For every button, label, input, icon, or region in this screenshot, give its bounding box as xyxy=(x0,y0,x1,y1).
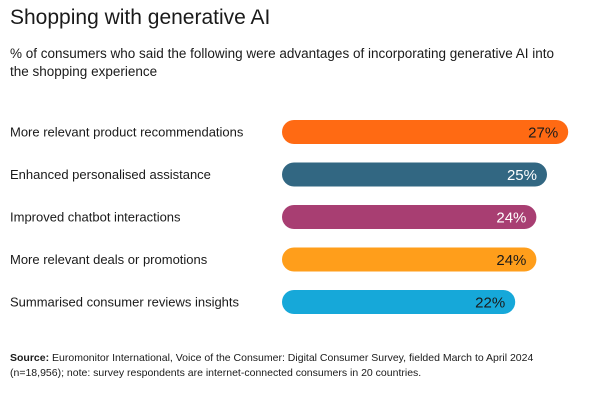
bar-more-relevant-product-recommendations xyxy=(282,120,569,144)
source-text: Euromonitor International, Voice of the … xyxy=(10,352,534,379)
value-label-improved-chatbot-interactions: 24% xyxy=(496,210,526,227)
source-note: Source: Euromonitor International, Voice… xyxy=(10,351,570,381)
source-label: Source: xyxy=(10,352,50,364)
bar-more-relevant-deals-or-promotions xyxy=(282,247,537,272)
bar-summarised-consumer-reviews-insights xyxy=(282,290,516,314)
value-label-more-relevant-product-recommendations: 27% xyxy=(528,125,558,142)
category-label-summarised-consumer-reviews-insights: Summarised consumer reviews insights xyxy=(10,295,240,310)
bar-enhanced-personalised-assistance xyxy=(282,162,547,187)
category-label-enhanced-personalised-assistance: Enhanced personalised assistance xyxy=(10,167,211,182)
chart-subtitle: % of consumers who said the following we… xyxy=(10,46,555,79)
value-label-more-relevant-deals-or-promotions: 24% xyxy=(496,252,526,269)
category-label-improved-chatbot-interactions: Improved chatbot interactions xyxy=(10,210,181,225)
category-label-more-relevant-product-recommendations: More relevant product recommendations xyxy=(10,125,244,140)
value-label-summarised-consumer-reviews-insights: 22% xyxy=(475,295,505,312)
value-label-enhanced-personalised-assistance: 25% xyxy=(507,167,537,184)
chart-title: Shopping with generative AI xyxy=(10,6,271,29)
category-label-more-relevant-deals-or-promotions: More relevant deals or promotions xyxy=(10,252,208,267)
bar-improved-chatbot-interactions xyxy=(282,205,537,229)
